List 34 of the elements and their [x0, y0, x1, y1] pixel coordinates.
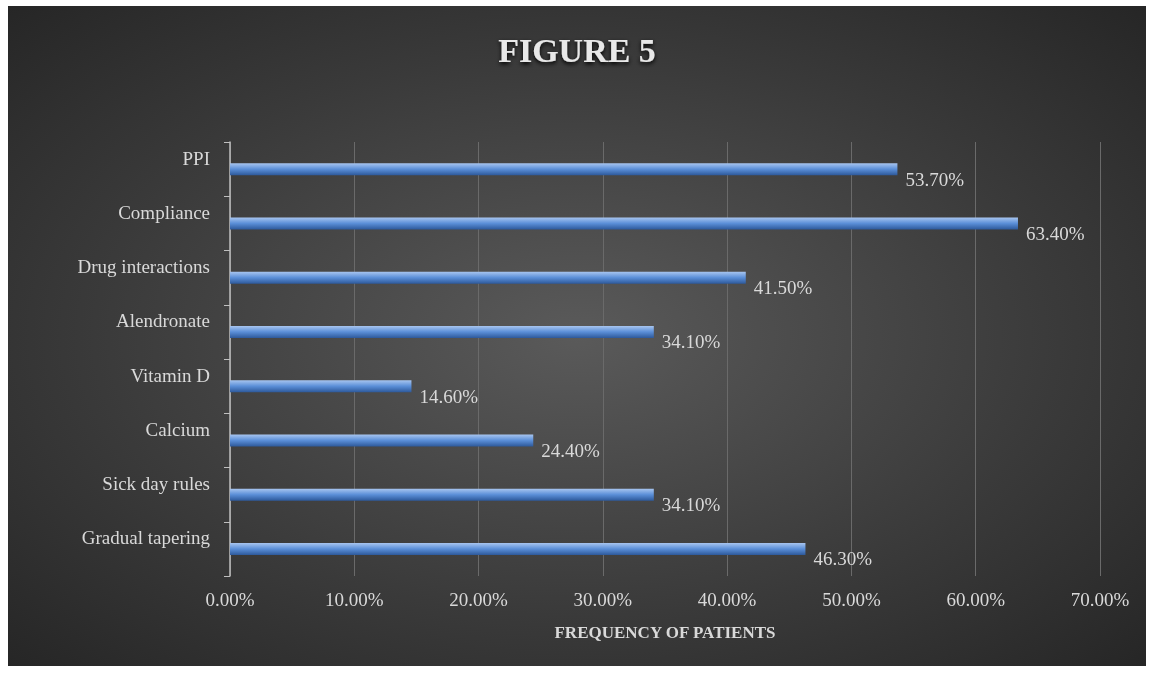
bar [230, 380, 412, 393]
x-tick-label: 30.00% [573, 589, 633, 610]
data-label: 46.30% [813, 548, 873, 570]
bar [230, 542, 806, 555]
bar [230, 434, 534, 447]
bar [230, 217, 1018, 230]
chart-title: FIGURE 5 [498, 31, 656, 69]
bar [230, 271, 746, 284]
x-tick-label: 10.00% [325, 589, 384, 610]
y-tick-label: Drug interactions [77, 256, 210, 278]
data-label: 34.10% [661, 494, 721, 516]
y-tick-label: Alendronate [116, 310, 210, 332]
y-tick-label: Compliance [118, 201, 210, 223]
y-tick-label: Gradual tapering [81, 527, 211, 549]
x-tick-label: 70.00% [1070, 589, 1130, 610]
bar [230, 325, 654, 338]
x-tick-label: 20.00% [449, 589, 509, 610]
bar [230, 163, 898, 176]
x-tick-label: 0.00% [205, 589, 255, 610]
data-label: 41.50% [753, 277, 813, 299]
y-tick-label: Sick day rules [102, 473, 210, 495]
x-axis-title: FREQUENCY OF PATIENTS [554, 623, 776, 642]
x-tick-label: 60.00% [946, 589, 1006, 610]
data-label: 14.60% [419, 385, 479, 407]
bar [230, 488, 654, 501]
data-label: 53.70% [905, 168, 965, 190]
x-tick-label: 50.00% [822, 589, 881, 610]
data-label: 34.10% [661, 331, 721, 353]
y-tick-label: Vitamin D [130, 364, 210, 386]
y-tick-label: Calcium [145, 418, 211, 440]
x-tick-label: 40.00% [697, 589, 757, 610]
data-label: 24.40% [541, 439, 601, 461]
y-tick-label: PPI [182, 147, 210, 169]
data-label: 63.40% [1025, 222, 1085, 244]
